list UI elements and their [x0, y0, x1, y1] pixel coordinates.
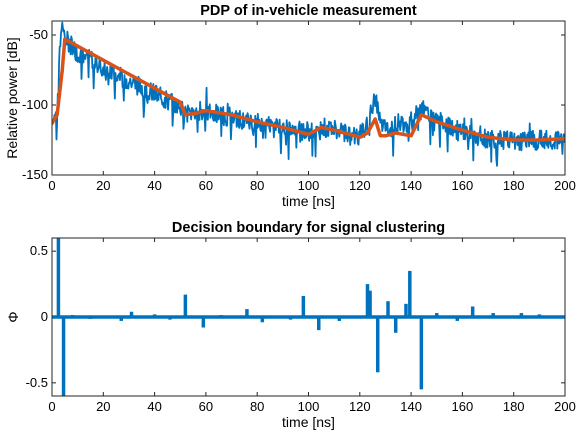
x-axis-label: time [ns] — [282, 414, 335, 430]
x-tick-label: 140 — [400, 178, 422, 193]
x-tick-label: 140 — [400, 399, 422, 414]
y-tick-label: -0.5 — [26, 375, 48, 390]
y-tick-label: -150 — [22, 167, 48, 182]
plot-frame — [51, 20, 566, 176]
x-tick-label: 20 — [96, 399, 110, 414]
y-tick-label: -50 — [29, 27, 48, 42]
smoothed-pdp-line — [52, 37, 565, 142]
x-tick-label: 180 — [503, 178, 525, 193]
x-tick-label: 100 — [298, 399, 320, 414]
x-tick-label: 80 — [250, 399, 264, 414]
plot-area — [52, 21, 565, 167]
x-tick-label: 0 — [48, 399, 55, 414]
plot-frame — [51, 237, 566, 397]
x-tick-label: 180 — [503, 399, 525, 414]
x-tick-label: 200 — [554, 399, 576, 414]
x-tick-label: 40 — [147, 178, 161, 193]
x-tick-label: 100 — [298, 178, 320, 193]
plot-area — [52, 238, 565, 396]
x-tick-label: 120 — [349, 399, 371, 414]
x-tick-label: 0 — [48, 178, 55, 193]
y-tick-label: 0 — [41, 309, 48, 324]
x-tick-label: 60 — [199, 178, 213, 193]
chart-title: PDP of in-vehicle measurement — [200, 3, 417, 19]
x-tick-label: 160 — [452, 178, 474, 193]
x-tick-label: 80 — [250, 178, 264, 193]
y-tick-label: -100 — [22, 97, 48, 112]
chart-decision-boundary: Decision boundary for signal clustering 0… — [5, 220, 576, 430]
x-tick-label: 20 — [96, 178, 110, 193]
x-tick-label: 120 — [349, 178, 371, 193]
chart-title: Decision boundary for signal clustering — [172, 220, 445, 236]
chart-pdp: PDP of in-vehicle measurement 0 20 40 60 80 10… — [4, 3, 576, 209]
x-tick-label: 160 — [452, 399, 474, 414]
y-axis-label: Φ — [5, 311, 21, 322]
x-tick-label: 60 — [199, 399, 213, 414]
x-tick-label: 40 — [147, 399, 161, 414]
x-axis-label: time [ns] — [282, 193, 335, 209]
measured-pdp-line — [52, 21, 565, 167]
y-axis-label: Relative power [dB] — [4, 37, 20, 158]
y-tick-label: 0.5 — [30, 243, 48, 258]
x-tick-label: 200 — [554, 178, 576, 193]
